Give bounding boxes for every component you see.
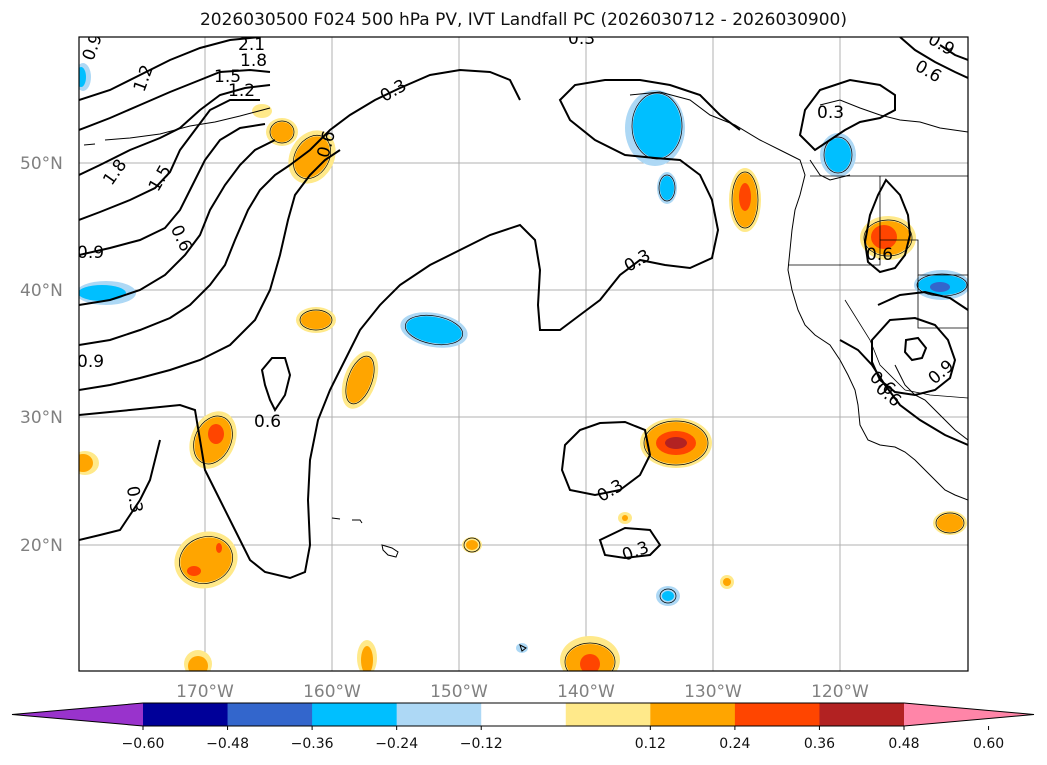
lon-label-170w: 170°W (176, 682, 234, 702)
contour-label: 0.9 (77, 352, 104, 372)
colorbar-tick-label: −0.60 (122, 736, 165, 752)
colorbar-tick-label: −0.36 (291, 736, 334, 752)
contour-label: 1.2 (228, 81, 255, 101)
contour-label: 0.3 (568, 29, 595, 49)
contour-label: 0.3 (817, 103, 844, 123)
contour-label: 2.1 (238, 35, 265, 55)
map-border (78, 36, 969, 672)
colorbar-segment (143, 703, 229, 726)
colorbar-segment (565, 703, 651, 726)
colorbar-extend-high (904, 703, 1034, 726)
lat-label-50n: 50°N (20, 154, 63, 174)
colorbar-extend-low (12, 703, 143, 726)
map-title: 2026030500 F024 500 hPa PV, IVT Landfall… (199, 10, 847, 30)
contour-label: 0.6 (254, 412, 281, 432)
colorbar-tick-label: −0.12 (460, 736, 503, 752)
colorbar-tick-label: 0.36 (804, 736, 835, 752)
lon-label-140w: 140°W (557, 682, 615, 702)
lat-label-30n: 30°N (20, 408, 63, 428)
lon-label-160w: 160°W (303, 682, 361, 702)
contour-label: 0.6 (866, 245, 893, 265)
coastlines (83, 91, 968, 652)
colorbar-tick-label: −0.48 (206, 736, 249, 752)
colorbar-tick-label: 0.12 (635, 736, 666, 752)
lon-label-150w: 150°W (430, 682, 488, 702)
lon-label-130w: 130°W (684, 682, 742, 702)
pv-contours (79, 37, 968, 580)
lat-label-20n: 20°N (20, 536, 63, 556)
colorbar-segment (734, 703, 820, 726)
contour-label: 0.9 (77, 243, 104, 263)
colorbar-segment (819, 703, 905, 726)
colorbar-segment (481, 703, 567, 726)
negative-anomaly-fills (79, 63, 968, 653)
longitude-labels: 170°W 160°W 150°W 140°W 130°W 120°W (176, 682, 869, 702)
contour-label: 1.5 (214, 67, 241, 87)
colorbar-segment (650, 703, 736, 726)
lon-label-120w: 120°W (811, 682, 869, 702)
colorbar-tick-label: 0.48 (888, 736, 919, 752)
lat-label-40n: 40°N (20, 281, 63, 301)
colorbar-tick-label: −0.24 (375, 736, 418, 752)
positive-anomaly-fills (79, 104, 967, 671)
anomaly-outlines (179, 92, 968, 671)
contour-label: 1.8 (240, 51, 267, 71)
latitude-labels: 50°N 40°N 30°N 20°N (20, 154, 63, 556)
colorbar-segment (396, 703, 482, 726)
colorbar: −0.60 −0.48 −0.36 −0.24 −0.12 0.12 0.24 0.36 0.4… (11, 702, 1035, 752)
colorbar-segment (227, 703, 313, 726)
colorbar-tick-label: 0.60 (973, 736, 1004, 752)
colorbar-segment (312, 703, 398, 726)
colorbar-tick-label: 0.24 (719, 736, 750, 752)
contour-label: 0.3 (122, 485, 146, 515)
